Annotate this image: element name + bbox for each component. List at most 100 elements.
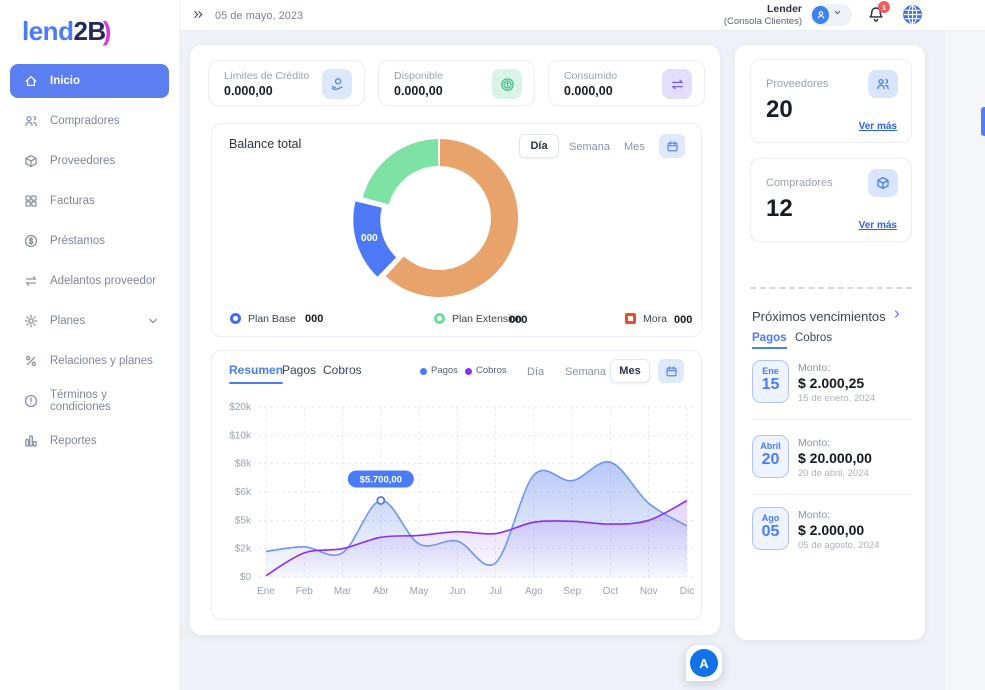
sidebar-item-adelantos-proveedor[interactable]: Adelantos proveedor [10, 264, 169, 298]
legend-label: Cobros [476, 365, 507, 376]
percent-icon [23, 353, 39, 369]
stat-card-disponible[interactable]: Disponible 0.000,00 [378, 60, 535, 106]
x-axis-tick: Dic [680, 586, 694, 597]
home-icon [23, 73, 39, 89]
sidebar-item-proveedores[interactable]: Proveedores [10, 144, 169, 178]
coins-icon [492, 69, 522, 99]
sidebar-item-planes[interactable]: Planes [10, 304, 169, 338]
x-axis-tick: Oct [603, 586, 619, 597]
sidebar-item-terminos-y-condiciones[interactable]: Términos y condiciones [10, 384, 169, 418]
user-menu-button[interactable] [810, 4, 852, 26]
bar-chart-icon [23, 433, 39, 449]
chart-period-mes[interactable]: Mes [610, 359, 650, 383]
legend-marker-plan-extension [434, 313, 445, 324]
balance-tab-dia[interactable]: Día [519, 134, 559, 158]
chart-tab-cobros[interactable]: Cobros [323, 363, 362, 377]
stat-label: Límites de Crédito [224, 70, 310, 82]
calendar-icon[interactable] [658, 359, 684, 383]
sidebar-item-reportes[interactable]: Reportes [10, 424, 169, 458]
sidebar-item-relaciones-y-planes[interactable]: Relaciones y planes [10, 344, 169, 378]
chevrons-right-icon[interactable] [192, 8, 208, 24]
legend-name: Plan Base [248, 313, 296, 325]
sidebar-item-label: Planes [50, 315, 86, 327]
ver-mas-link[interactable]: Ver más [858, 220, 897, 231]
balance-tab-semana[interactable]: Semana [569, 141, 610, 153]
sidebar-item-prestamos[interactable]: Préstamos [10, 224, 169, 258]
balance-tab-mes[interactable]: Mes [624, 141, 645, 153]
chart-period-semana[interactable]: Semana [565, 366, 606, 378]
x-axis-tick: May [410, 586, 429, 597]
language-globe-button[interactable] [902, 4, 924, 26]
chart-period-dia[interactable]: Día [527, 366, 545, 378]
sidebar-item-label: Reportes [50, 435, 97, 447]
user-info: Lender (Consola Clientes) [718, 3, 802, 27]
card-value: 12 [766, 195, 793, 222]
svg-text:$5.700,00: $5.700,00 [360, 475, 402, 486]
logo-text-secondary: 2B [73, 16, 106, 46]
balance-donut-chart[interactable]: 000 [349, 128, 529, 308]
stat-card-consumido[interactable]: Consumido 0.000,00 [548, 60, 705, 106]
stat-card-limites[interactable]: Límites de Crédito 0.000,00 [208, 60, 365, 106]
chevron-right-icon [891, 308, 907, 324]
chart-tab-resumen[interactable]: Resumen [229, 363, 284, 384]
tooltip-marker [376, 496, 386, 505]
chart-tab-pagos[interactable]: Pagos [282, 363, 317, 377]
brand-logo: lend2B) [22, 16, 111, 47]
sidebar-item-inicio[interactable]: Inicio [10, 64, 169, 98]
donut-segment-plan-base[interactable] [353, 201, 397, 277]
donut-segment-mora[interactable] [385, 139, 519, 297]
chevron-down-icon [832, 7, 848, 23]
stat-value: 0.000,00 [224, 84, 273, 98]
ver-mas-link[interactable]: Ver más [858, 121, 897, 132]
legend-value: 000 [674, 314, 693, 326]
upcoming-tab-cobros[interactable]: Cobros [795, 332, 833, 344]
date-badge: Ago 05 [752, 507, 789, 550]
pay-label: Monto: [798, 509, 831, 521]
badge-month: Abril [760, 441, 781, 451]
dollar-circle-icon [23, 233, 39, 249]
side-drawer-handle[interactable] [981, 107, 985, 136]
sidebar: lend2B) Inicio Compradores Proveedores F… [0, 0, 180, 690]
pay-amount: $ 2.000,25 [798, 375, 865, 391]
sidebar-item-facturas[interactable]: Facturas [10, 184, 169, 218]
line-cobros[interactable] [265, 499, 688, 577]
line-pagos[interactable] [265, 461, 688, 566]
transfer-icon [662, 69, 692, 99]
legend-value: 000 [305, 313, 324, 325]
legend-label: Pagos [431, 365, 458, 376]
pay-label: Monto: [798, 362, 831, 374]
summary-chart-card: Resumen Pagos Cobros Pagos Cobros Día Se… [211, 350, 702, 620]
assistant-fab[interactable]: A [686, 645, 722, 681]
sidebar-item-label: Relaciones y planes [50, 355, 153, 367]
payments-area-chart[interactable]: $20k $10k $8k $6k $5k $2k $0 Ene Feb Mar Abr May Jun… [215, 393, 700, 603]
y-axis-tick: $2k [235, 544, 252, 555]
grid-icon [23, 193, 39, 209]
sidebar-item-label: Facturas [50, 195, 95, 207]
stat-value: 0.000,00 [564, 84, 613, 98]
balance-card: Balance total Día Semana Mes 000 Plan Ba… [211, 123, 702, 337]
y-axis-tick: $5k [235, 515, 252, 526]
stat-label: Disponible [394, 70, 444, 82]
upcoming-title[interactable]: Próximos vencimientos [752, 308, 907, 324]
notifications-button[interactable]: 1 [866, 1, 890, 27]
x-axis-tick: Sep [563, 586, 581, 597]
card-label: Compradores [766, 177, 833, 189]
sidebar-item-label: Proveedores [50, 155, 116, 167]
donut-segment-plan-extension[interactable] [362, 139, 439, 205]
main-panel: Límites de Crédito 0.000,00 Disponible 0… [190, 45, 720, 635]
sidebar-item-label: Inicio [50, 75, 81, 87]
cube-icon [868, 169, 898, 197]
list-divider [752, 419, 912, 420]
stat-value: 0.000,00 [394, 84, 443, 98]
notification-badge: 1 [878, 1, 890, 13]
badge-month: Ago [761, 513, 780, 523]
sidebar-nav: Inicio Compradores Proveedores Facturas … [10, 64, 169, 464]
upcoming-title-text: Próximos vencimientos [752, 308, 886, 324]
upcoming-tab-pagos[interactable]: Pagos [752, 332, 787, 349]
pay-date: 20 de abril, 2024 [798, 468, 869, 479]
calendar-icon[interactable] [659, 134, 685, 158]
sidebar-item-compradores[interactable]: Compradores [10, 104, 169, 138]
pay-label: Monto: [798, 437, 831, 449]
transfer-icon [23, 273, 39, 289]
logo-accent: ) [102, 16, 112, 46]
